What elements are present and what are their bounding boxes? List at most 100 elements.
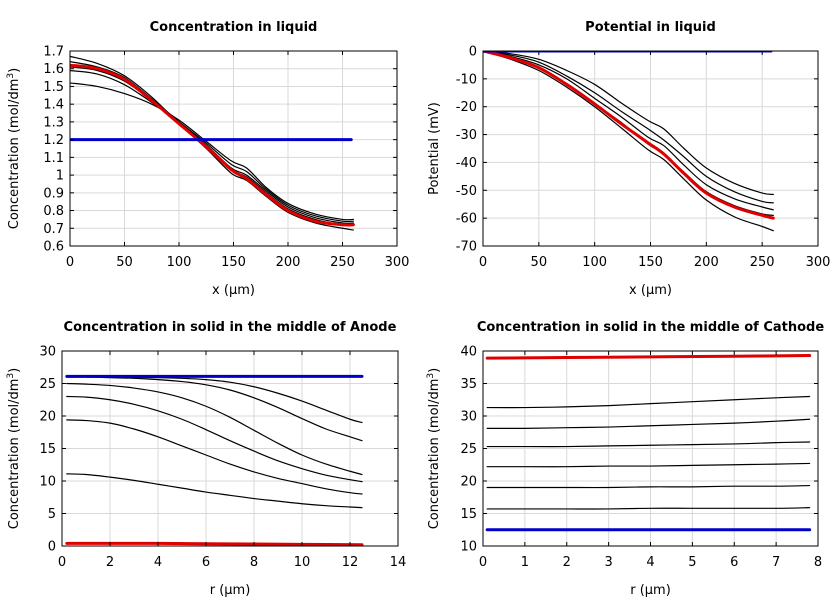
y-tick-label: 30 (39, 345, 56, 360)
x-tick-label: 4 (154, 555, 162, 570)
x-tick-label: 4 (646, 555, 654, 570)
series-line-4 (66, 395, 363, 483)
chart-panel-3: 0 2 4 6 8 10 12 14 0 5 10 15 20 25 30 Concentration in … (6, 320, 406, 598)
x-tick-label: 150 (638, 255, 663, 270)
x-tick-label: 6 (730, 555, 738, 570)
y-tick-label: 25 (460, 442, 477, 457)
series-line-3 (66, 382, 363, 476)
y-tick-label: -50 (456, 184, 477, 199)
y-tick-label: 40 (460, 345, 477, 360)
x-tick-label: 0 (66, 255, 74, 270)
y-tick-label: 1.7 (43, 45, 64, 60)
y-tick-label: 25 (39, 377, 56, 392)
x-tick-label: 8 (814, 555, 822, 570)
y-tick-label: -40 (456, 156, 477, 171)
y-tick-label: -10 (456, 72, 477, 87)
series-line-5 (66, 419, 363, 495)
y-tick-label: 15 (39, 442, 56, 457)
x-axis-label: x (µm) (212, 283, 255, 298)
y-tick-label: 0.6 (43, 240, 64, 255)
y-tick-label: 30 (460, 410, 477, 425)
y-tick-label: 1 (56, 169, 64, 184)
chart-title: Concentration in solid in the middle of … (477, 320, 825, 335)
series-group (485, 354, 812, 532)
series-line-2 (486, 418, 811, 429)
x-tick-label: 6 (202, 555, 210, 570)
series-line-2 (70, 69, 354, 223)
series-line-2 (483, 51, 774, 204)
y-tick-label: 10 (39, 475, 56, 490)
y-tick-label: 1.4 (43, 98, 64, 113)
series-line-7 (485, 354, 812, 360)
series-line-5 (70, 55, 354, 231)
series-line-1 (70, 82, 354, 221)
y-axis-label: Concentration (mol/dm3) (6, 368, 22, 530)
chart-title: Concentration in liquid (150, 20, 318, 35)
series-line-4 (486, 462, 811, 468)
chart-title: Concentration in solid in the middle of … (64, 320, 397, 335)
x-tick-label: 300 (385, 255, 410, 270)
x-tick-label: 12 (342, 555, 359, 570)
x-tick-label: 300 (806, 255, 831, 270)
x-axis-label: r (µm) (630, 583, 671, 598)
series-line-3 (486, 441, 811, 448)
x-axis-label: x (µm) (629, 283, 672, 298)
chart-panel-1: 0 50 100 150 200 250 300 0.6 0.7 0.8 0.9 1 1.1 1.2 1.3… (6, 20, 409, 298)
chart-title: Potential in liquid (585, 20, 716, 35)
series-line-6 (483, 51, 775, 220)
x-tick-label: 7 (772, 555, 780, 570)
series-line-6 (70, 63, 355, 227)
x-tick-label: 250 (750, 255, 775, 270)
series-group (483, 51, 775, 232)
y-tick-label: -70 (456, 240, 477, 255)
x-tick-label: 50 (116, 255, 133, 270)
y-tick-label: 20 (460, 475, 477, 490)
y-axis-label: Potential (mV) (427, 102, 442, 195)
series-line-5 (483, 51, 774, 232)
x-tick-label: 100 (167, 255, 192, 270)
y-tick-label: 0 (469, 45, 477, 60)
x-axis-label: r (µm) (210, 583, 251, 598)
series-line-3 (483, 51, 774, 211)
x-tick-label: 10 (294, 555, 311, 570)
y-axis-label: Concentration (mol/dm3) (426, 368, 442, 530)
x-tick-label: 100 (582, 255, 607, 270)
y-tick-label: 5 (48, 507, 56, 522)
y-tick-label: 1.6 (43, 62, 64, 77)
x-tick-label: 2 (563, 555, 571, 570)
x-tick-label: 3 (604, 555, 612, 570)
x-tick-label: 200 (694, 255, 719, 270)
x-tick-label: 200 (276, 255, 301, 270)
y-tick-label: -30 (456, 128, 477, 143)
series-line-2 (66, 376, 363, 442)
x-tick-label: 2 (106, 555, 114, 570)
y-tick-label: -20 (456, 100, 477, 115)
x-tick-label: 1 (521, 555, 529, 570)
y-tick-label: 15 (460, 507, 477, 522)
series-line-6 (66, 473, 363, 509)
x-tick-label: 8 (250, 555, 258, 570)
y-tick-label: 20 (39, 410, 56, 425)
series-line-7 (65, 541, 364, 546)
x-tick-label: 150 (221, 255, 246, 270)
y-tick-label: 1.1 (43, 151, 64, 166)
y-tick-label: 10 (460, 540, 477, 555)
y-tick-label: -60 (456, 212, 477, 227)
y-tick-label: 0.7 (43, 222, 64, 237)
y-tick-label: 35 (460, 377, 477, 392)
y-tick-label: 1.2 (43, 133, 64, 148)
x-tick-label: 14 (390, 555, 407, 570)
series-line-6 (486, 507, 811, 510)
x-tick-label: 50 (531, 255, 548, 270)
series-group (70, 55, 355, 231)
y-tick-label: 0.8 (43, 204, 64, 219)
y-tick-label: 1.5 (43, 80, 64, 95)
series-line-1 (483, 51, 774, 196)
chart-panel-2: 0 50 100 150 200 250 300 0 -10 -20 -30 -40 -50 -60 -70… (427, 20, 830, 298)
series-group (65, 374, 364, 546)
series-line-1 (486, 395, 811, 409)
y-tick-label: 0 (48, 540, 56, 555)
y-tick-label: 0.9 (43, 186, 64, 201)
